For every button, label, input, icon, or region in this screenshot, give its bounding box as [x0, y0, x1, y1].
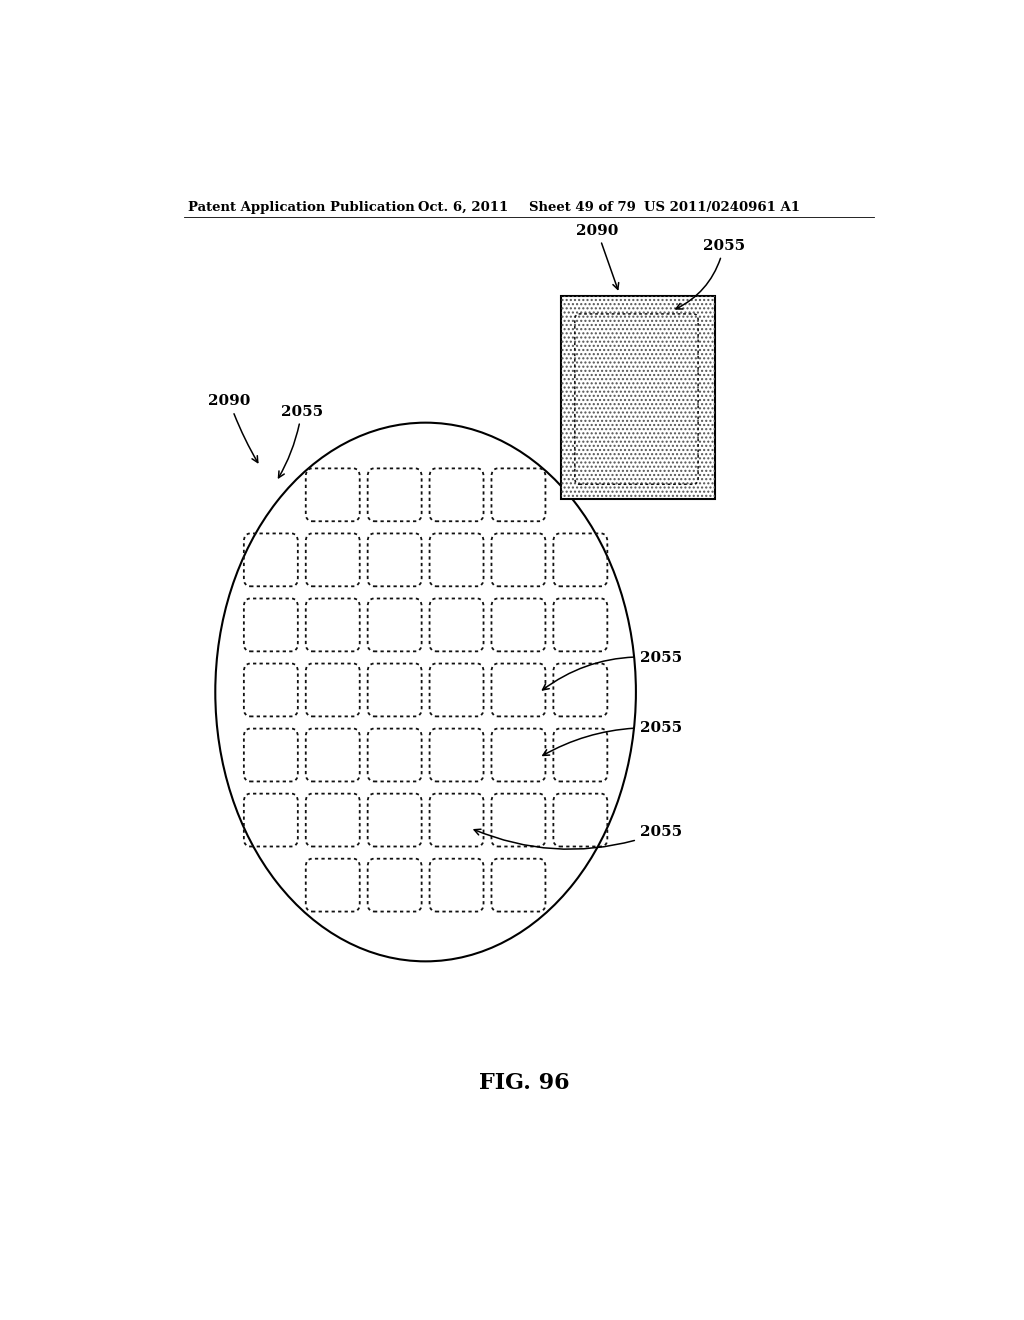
- Text: 2055: 2055: [279, 404, 323, 478]
- Text: 2055: 2055: [474, 825, 682, 849]
- Circle shape: [215, 422, 636, 961]
- Bar: [560, 296, 715, 499]
- Text: US 2011/0240961 A1: US 2011/0240961 A1: [644, 201, 800, 214]
- Text: Sheet 49 of 79: Sheet 49 of 79: [528, 201, 636, 214]
- Text: 2090: 2090: [575, 223, 618, 289]
- Text: Oct. 6, 2011: Oct. 6, 2011: [418, 201, 508, 214]
- Text: FIG. 96: FIG. 96: [479, 1072, 570, 1094]
- Bar: [560, 296, 715, 499]
- Text: Patent Application Publication: Patent Application Publication: [187, 201, 415, 214]
- Text: 2055: 2055: [543, 651, 682, 690]
- Text: 2055: 2055: [676, 239, 745, 309]
- Text: 2055: 2055: [543, 721, 682, 755]
- Text: 2090: 2090: [208, 395, 258, 462]
